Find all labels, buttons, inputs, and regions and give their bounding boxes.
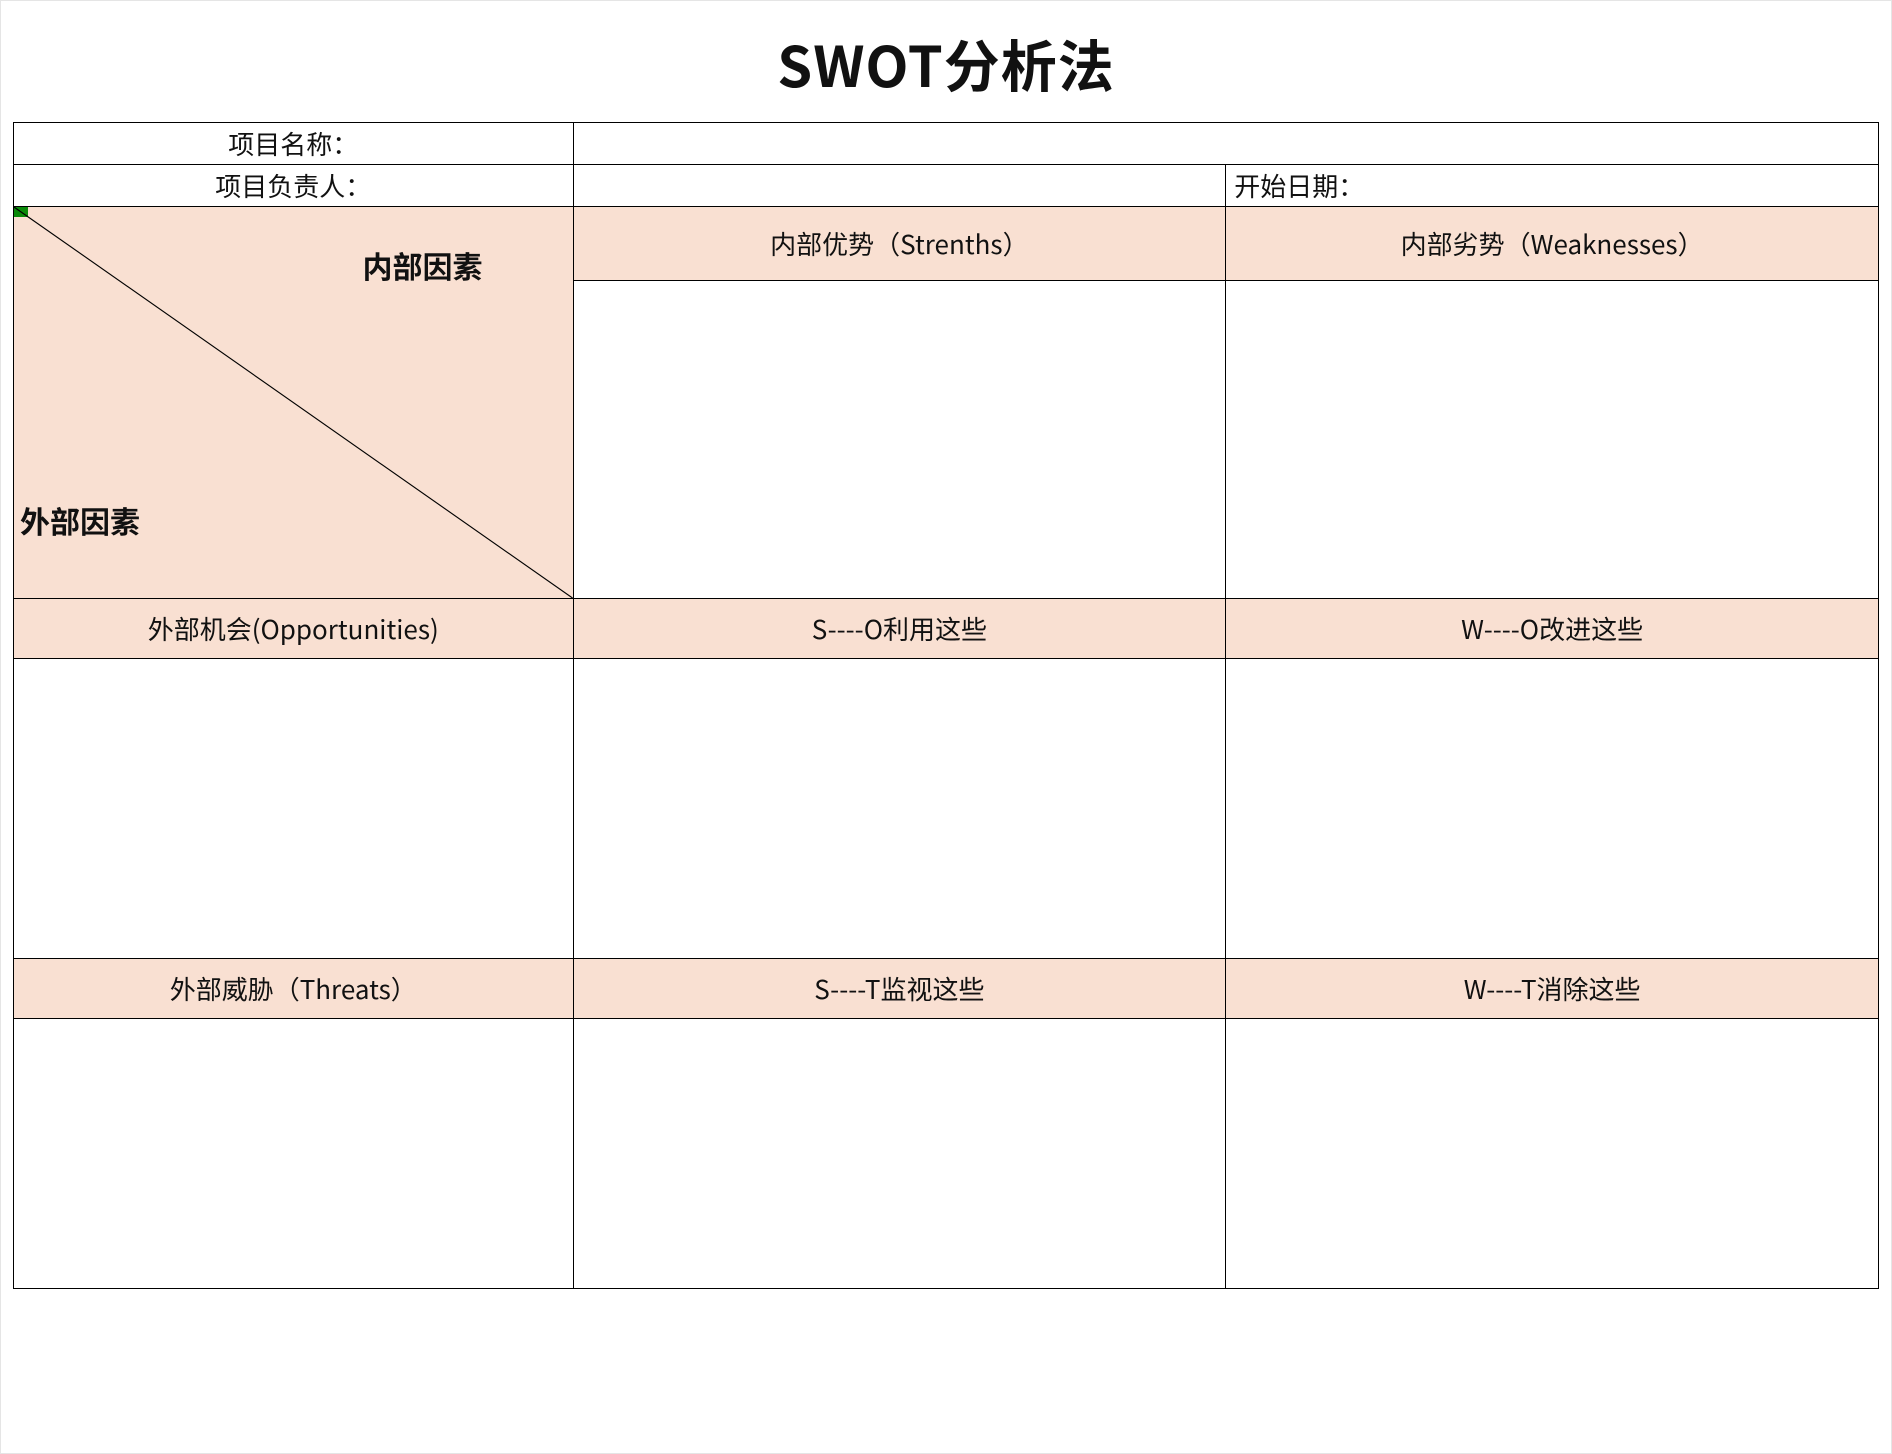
wo-header: W----O改进这些 (1226, 599, 1879, 659)
meta-row-project: 项目名称： (14, 123, 1879, 165)
project-name-label: 项目名称： (14, 123, 574, 165)
owner-label: 项目负责人： (14, 165, 574, 207)
start-date-label: 开始日期： (1234, 167, 1364, 204)
meta-row-owner-date: 项目负责人： 开始日期： (14, 165, 1879, 207)
strengths-header: 内部优势（Strenths） (573, 207, 1226, 281)
swot-page: SWOT分析法 项目名称： 项目负责人： 开始日期： (0, 0, 1892, 1454)
diagonal-cell: 内部因素 外部因素 (14, 207, 574, 599)
wt-header: W----T消除这些 (1226, 959, 1879, 1019)
diagonal-wrap: 内部因素 外部因素 (14, 207, 573, 598)
header-row: 内部因素 外部因素 内部优势（Strenths） 内部劣势（Weaknesses… (14, 207, 1879, 281)
threats-body-row (14, 1019, 1879, 1289)
so-body[interactable] (573, 659, 1226, 959)
weaknesses-header: 内部劣势（Weaknesses） (1226, 207, 1879, 281)
external-factors-label: 外部因素 (20, 498, 140, 542)
weaknesses-body[interactable] (1226, 281, 1879, 599)
project-name-value[interactable] (573, 123, 1879, 165)
opportunities-body[interactable] (14, 659, 574, 959)
swot-table: 项目名称： 项目负责人： 开始日期： 内部因素 外部因素 (13, 122, 1879, 1289)
threats-header: 外部威胁（Threats） (14, 959, 574, 1019)
internal-factors-label: 内部因素 (363, 243, 483, 287)
opportunities-header-row: 外部机会(Opportunities) S----O利用这些 W----O改进这… (14, 599, 1879, 659)
page-title: SWOT分析法 (13, 9, 1879, 122)
so-header: S----O利用这些 (573, 599, 1226, 659)
opportunities-header: 外部机会(Opportunities) (14, 599, 574, 659)
st-body[interactable] (573, 1019, 1226, 1289)
st-header: S----T监视这些 (573, 959, 1226, 1019)
threats-body[interactable] (14, 1019, 574, 1289)
owner-value[interactable] (573, 165, 1226, 207)
threats-header-row: 外部威胁（Threats） S----T监视这些 W----T消除这些 (14, 959, 1879, 1019)
opportunities-body-row (14, 659, 1879, 959)
wo-body[interactable] (1226, 659, 1879, 959)
wt-body[interactable] (1226, 1019, 1879, 1289)
strengths-body[interactable] (573, 281, 1226, 599)
start-date-cell[interactable]: 开始日期： (1226, 165, 1879, 207)
